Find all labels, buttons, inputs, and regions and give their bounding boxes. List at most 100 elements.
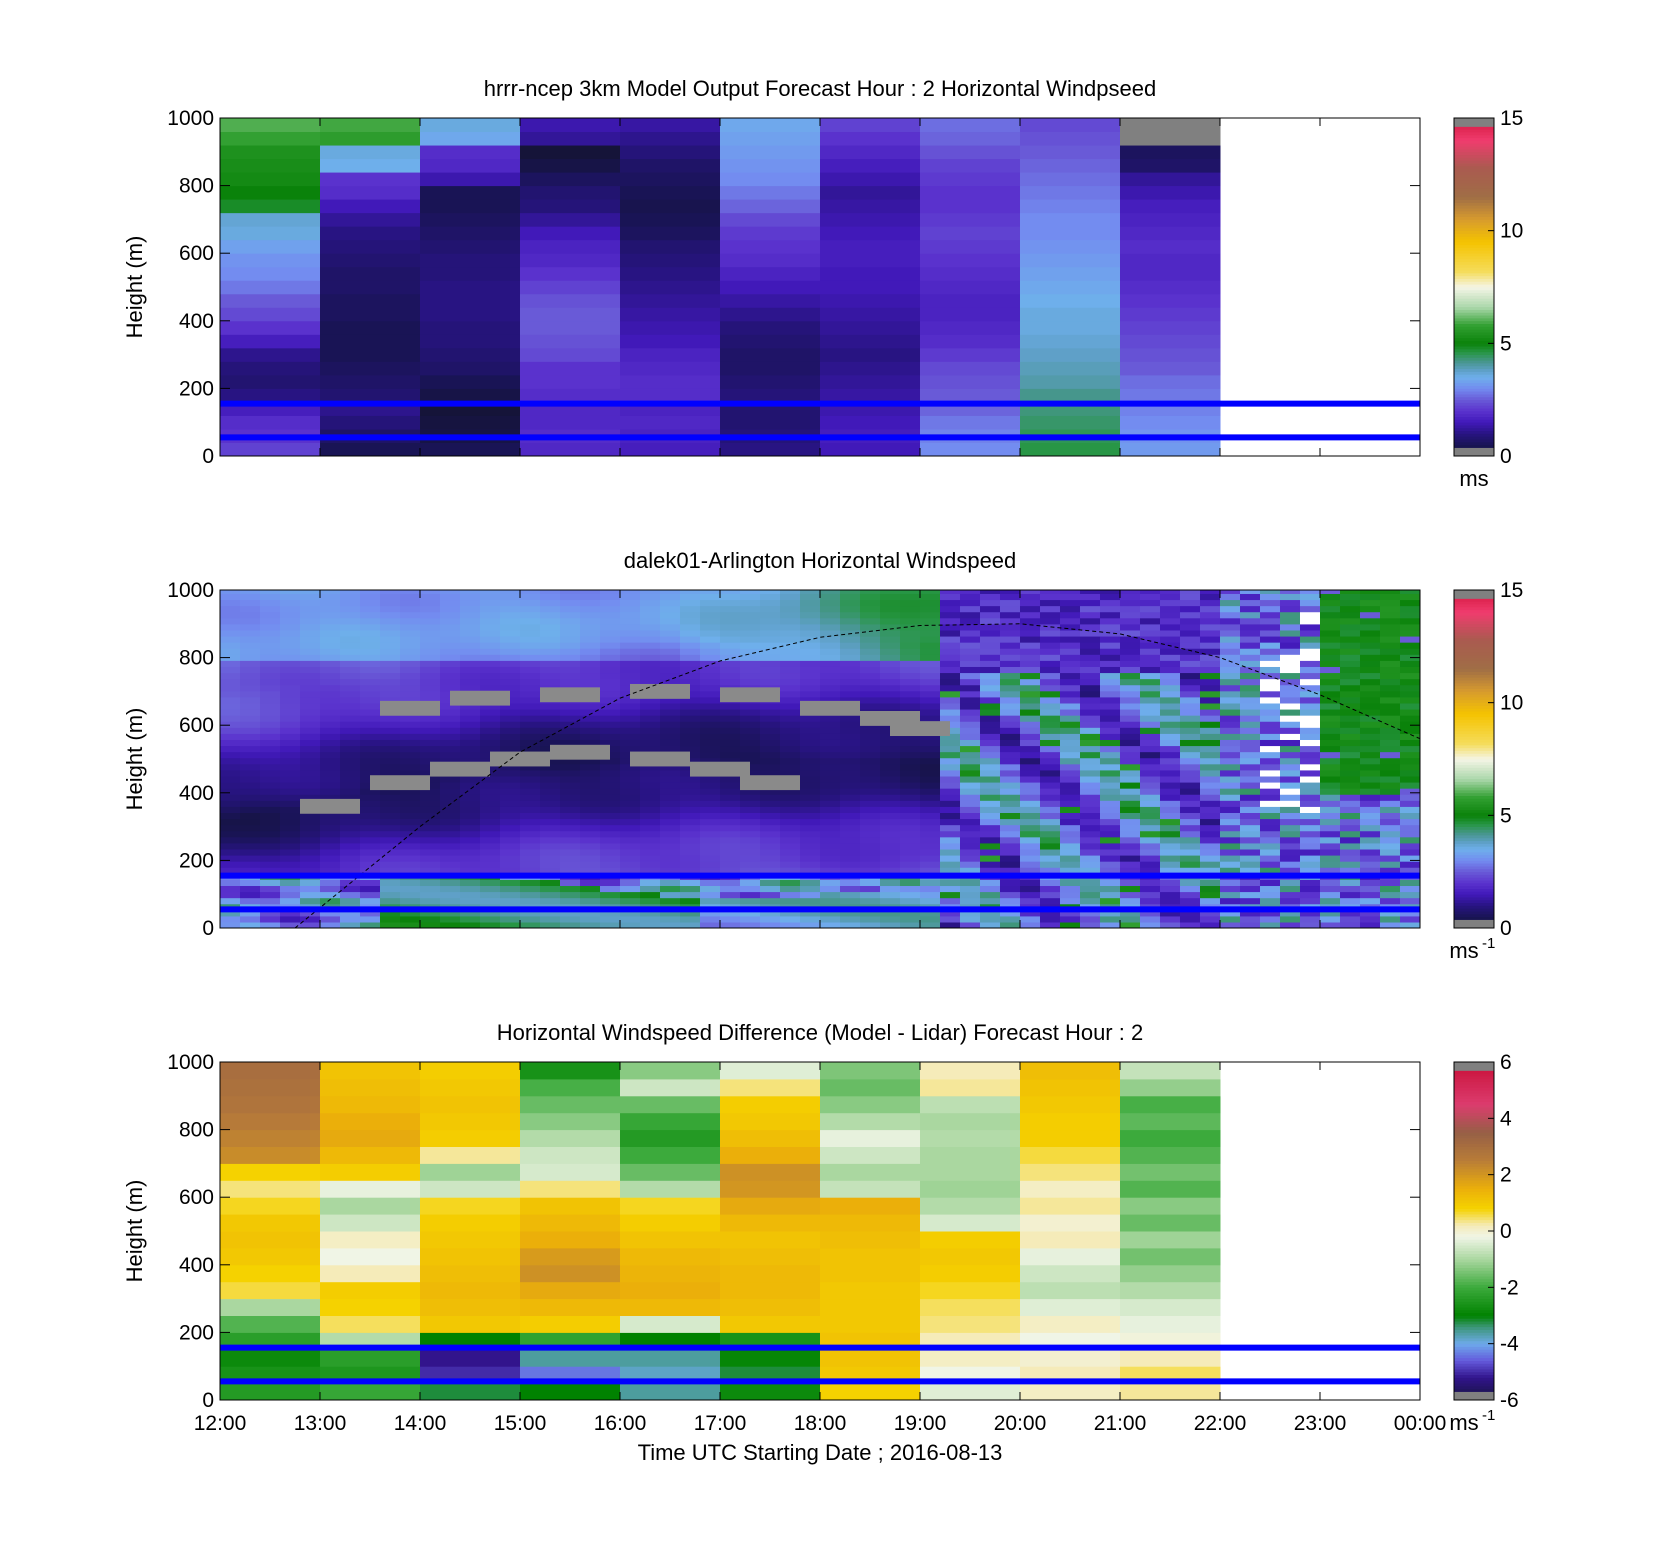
heatmap-cell [1280, 611, 1301, 619]
heatmap-cell [420, 629, 441, 637]
heatmap-cell [600, 812, 621, 820]
heatmap-cell [660, 672, 681, 680]
heatmap-cell [520, 824, 541, 832]
colorbar-segment [1454, 654, 1494, 658]
heatmap-cell [560, 854, 581, 862]
colorbar-segment [1454, 902, 1494, 906]
heatmap-cell [380, 715, 401, 722]
heatmap-cell [680, 593, 701, 601]
heatmap-cell [780, 848, 801, 856]
heatmap-cell [900, 635, 921, 643]
heatmap-cell [320, 836, 341, 844]
heatmap-cell [1200, 824, 1221, 832]
heatmap-cell [800, 721, 821, 728]
heatmap-cell [1060, 842, 1081, 850]
heatmap-cell [1040, 781, 1061, 789]
heatmap-cell [840, 666, 861, 674]
heatmap-cell [280, 861, 301, 868]
x-tick-label: 14:00 [394, 1412, 447, 1435]
heatmap-cell [880, 654, 901, 661]
heatmap-cell [220, 629, 241, 637]
heatmap-cell [1120, 1129, 1221, 1147]
heatmap-cell [1040, 593, 1061, 601]
heatmap-cell [740, 721, 761, 728]
heatmap-cell [660, 745, 681, 753]
heatmap-cell [1300, 836, 1321, 844]
heatmap-cell [1080, 733, 1101, 740]
heatmap-cell [1020, 830, 1041, 838]
heatmap-cell [1000, 781, 1021, 789]
heatmap-cell [450, 690, 510, 706]
colorbar-segment [1454, 256, 1494, 260]
heatmap-cell [1220, 708, 1241, 716]
colorbar-segment [1454, 635, 1494, 639]
heatmap-cell [540, 623, 561, 631]
heatmap-cell [1400, 836, 1420, 844]
heatmap-cell [460, 800, 481, 807]
heatmap-cell [1060, 757, 1081, 765]
heatmap-cell [1200, 599, 1221, 607]
colorbar-segment [1454, 129, 1494, 133]
heatmap-cell [1420, 861, 1441, 868]
heatmap-cell [1200, 812, 1221, 820]
heatmap-cell [1060, 891, 1081, 899]
heatmap-cell [1200, 715, 1221, 722]
heatmap-cell [480, 848, 501, 856]
heatmap-cell [1320, 684, 1341, 692]
heatmap-cell [340, 830, 361, 838]
heatmap-cell [300, 702, 321, 710]
heatmap-cell [1360, 733, 1381, 740]
colorbar-segment [1454, 697, 1494, 701]
heatmap-cell [520, 891, 541, 899]
heatmap-cell [1340, 593, 1361, 601]
heatmap-cell [1340, 854, 1361, 862]
heatmap-cell [1180, 599, 1201, 607]
heatmap-cell [880, 757, 901, 765]
heatmap-cell [960, 672, 981, 680]
heatmap-cell [820, 678, 841, 686]
heatmap-cell [700, 921, 721, 928]
heatmap-cell [720, 605, 741, 613]
heatmap-cell [520, 1197, 621, 1215]
heatmap-cell [480, 775, 501, 783]
heatmap-cell [820, 1129, 921, 1147]
heatmap-cell [380, 818, 401, 826]
heatmap-cell [780, 623, 801, 631]
heatmap-cell [980, 611, 1001, 619]
heatmap-cell [320, 1349, 421, 1367]
heatmap-cell [520, 1078, 621, 1097]
heatmap-cell [1080, 642, 1101, 649]
heatmap-cell [1320, 605, 1341, 613]
heatmap-cell [1280, 861, 1301, 868]
heatmap-cell [620, 879, 641, 887]
heatmap-cell [1080, 635, 1101, 643]
heatmap-cell [1020, 721, 1041, 728]
heatmap-cell [600, 915, 621, 923]
heatmap-cell [1300, 854, 1321, 862]
heatmap-cell [580, 617, 601, 625]
colorbar-segment [1454, 894, 1494, 898]
heatmap-cell [720, 1247, 821, 1266]
heatmap-cell [1020, 442, 1121, 456]
heatmap-cell [640, 794, 661, 801]
heatmap-cell [1020, 854, 1041, 862]
colorbar-segment [1454, 306, 1494, 310]
heatmap-cell [360, 848, 381, 856]
heatmap-cell [1040, 715, 1061, 722]
heatmap-cell [1180, 666, 1201, 674]
heatmap-cell [700, 708, 721, 716]
heatmap-cell [420, 347, 521, 362]
heatmap-cell [1060, 921, 1081, 928]
heatmap-cell [1360, 909, 1381, 917]
heatmap-cell [300, 648, 321, 655]
heatmap-cell [1000, 642, 1021, 649]
heatmap-cell [1060, 605, 1081, 613]
colorbar-segment [1454, 160, 1494, 164]
heatmap-cell [820, 806, 841, 813]
heatmap-cell [620, 131, 721, 146]
heatmap-cell [920, 1112, 1021, 1131]
heatmap-cell [760, 757, 781, 765]
heatmap-cell [420, 253, 521, 268]
heatmap-cell [400, 635, 421, 643]
heatmap-cell [580, 611, 601, 619]
